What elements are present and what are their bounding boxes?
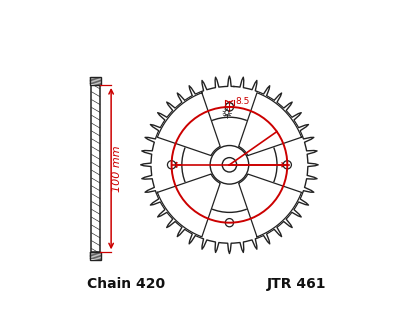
Circle shape [182,117,277,212]
Polygon shape [157,93,220,156]
Text: 116 mm: 116 mm [210,145,259,158]
Circle shape [168,161,176,169]
Polygon shape [239,174,302,237]
Circle shape [222,158,237,172]
Polygon shape [157,174,220,237]
Polygon shape [141,76,318,254]
Circle shape [210,146,249,184]
Text: Chain 420: Chain 420 [87,277,165,291]
Circle shape [225,111,229,115]
Bar [91,85,100,252]
Circle shape [225,103,234,111]
Bar [90,252,101,260]
Text: 8.5: 8.5 [236,97,250,106]
Text: JTR 461: JTR 461 [266,277,326,291]
Polygon shape [239,93,302,156]
Text: 100 mm: 100 mm [112,145,122,192]
Circle shape [283,161,292,169]
Bar [90,77,101,85]
Circle shape [225,218,234,227]
